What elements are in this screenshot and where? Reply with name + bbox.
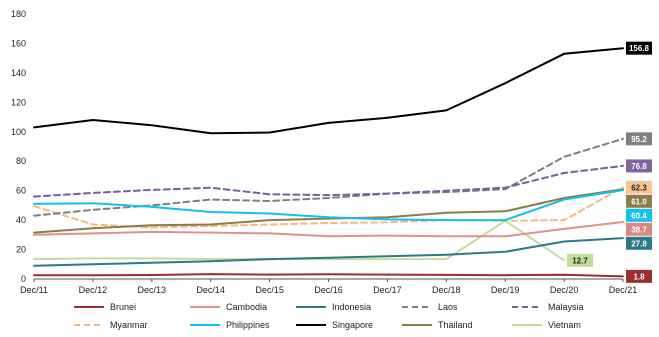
end-label-malaysia: 76.8 <box>626 159 652 173</box>
end-label-badge <box>626 180 652 194</box>
legend-label: Brunei <box>110 302 136 312</box>
end-label-thailand: 61.0 <box>626 194 652 208</box>
end-label-badge <box>626 208 652 222</box>
end-label-badge <box>626 269 652 283</box>
legend-label: Myanmar <box>110 320 148 330</box>
x-tick-label: Dec/17 <box>373 285 402 295</box>
end-label-indonesia: 27.8 <box>626 236 652 250</box>
series-line-thailand <box>33 188 624 234</box>
series-line-malaysia <box>33 164 624 198</box>
legend-label: Cambodia <box>226 302 267 312</box>
x-tick-label: Dec/14 <box>196 285 225 295</box>
end-label-badge <box>567 253 594 267</box>
series-line-brunei <box>33 273 624 278</box>
end-label-brunei: 1.8 <box>626 269 652 283</box>
end-label-value: 95.2 <box>631 135 647 144</box>
end-label-value: 156.8 <box>629 44 650 53</box>
end-labels: 156.8 95.2 76.8 62.3 61.0 60.4 38.7 27.8 12.7 1.8 <box>567 41 652 283</box>
end-label-vietnam: 12.7 <box>567 253 594 267</box>
y-tick-label: 120 <box>11 97 26 107</box>
y-tick-label: 100 <box>11 127 26 137</box>
y-tick-label: 180 <box>11 9 26 19</box>
x-tick-label: Dec/20 <box>550 285 579 295</box>
y-tick-label: 0 <box>21 274 26 284</box>
legend-item-myanmar: Myanmar <box>74 320 148 330</box>
end-label-value: 12.7 <box>572 256 588 265</box>
end-label-myanmar: 62.3 <box>626 180 652 194</box>
series-line-cambodia <box>33 221 624 238</box>
series-line-myanmar <box>33 186 624 229</box>
legend-item-thailand: Thailand <box>402 320 473 330</box>
end-label-philippines: 60.4 <box>626 208 652 222</box>
y-tick-label: 80 <box>16 156 26 166</box>
y-tick-label: 160 <box>11 38 26 48</box>
legend-label: Philippines <box>226 320 270 330</box>
end-label-cambodia: 38.7 <box>626 222 652 236</box>
end-label-badge <box>626 222 652 236</box>
end-label-value: 60.4 <box>631 211 647 220</box>
x-tick-label: Dec/19 <box>491 285 520 295</box>
end-label-value: 27.8 <box>631 239 647 248</box>
end-label-badge <box>626 159 652 173</box>
legend-item-malaysia: Malaysia <box>512 302 584 312</box>
end-label-badge <box>626 194 652 208</box>
legend-item-indonesia: Indonesia <box>296 302 371 312</box>
series-lines <box>33 47 624 278</box>
y-tick-label: 60 <box>16 186 26 196</box>
legend-item-brunei: Brunei <box>74 302 136 312</box>
x-tick-label: Dec/18 <box>432 285 461 295</box>
legend-label: Vietnam <box>548 320 581 330</box>
y-tick-label: 140 <box>11 68 26 78</box>
legend-label: Indonesia <box>332 302 371 312</box>
x-tick-label: Dec/13 <box>138 285 167 295</box>
legend-label: Malaysia <box>548 302 584 312</box>
series-line-philippines <box>33 189 624 222</box>
legend-item-philippines: Philippines <box>190 320 270 330</box>
y-tick-label: 40 <box>16 215 26 225</box>
end-label-badge <box>626 41 652 55</box>
series-line-singapore <box>33 47 624 135</box>
end-label-badge <box>626 132 652 146</box>
end-label-badge <box>626 236 652 250</box>
x-axis: Dec/11 Dec/12 Dec/13 Dec/14 Dec/15 Dec/16 Dec/… <box>20 278 638 295</box>
series-line-laos <box>33 137 624 217</box>
end-label-value: 1.8 <box>633 272 645 281</box>
x-tick-label: Dec/21 <box>609 285 638 295</box>
legend-item-cambodia: Cambodia <box>190 302 267 312</box>
end-label-value: 38.7 <box>631 225 647 234</box>
end-label-laos: 95.2 <box>626 132 652 146</box>
y-axis: 0 20 40 60 80 100 120 140 160 180 <box>11 9 26 284</box>
series-line-indonesia <box>33 237 624 267</box>
legend-item-vietnam: Vietnam <box>512 320 581 330</box>
x-tick-label: Dec/15 <box>255 285 284 295</box>
legend-item-laos: Laos <box>402 302 458 312</box>
x-tick-label: Dec/11 <box>20 285 48 295</box>
y-tick-label: 20 <box>16 245 26 255</box>
legend-item-singapore: Singapore <box>296 320 373 330</box>
x-tick-label: Dec/12 <box>79 285 108 295</box>
x-tick-label: Dec/16 <box>314 285 343 295</box>
legend-label: Singapore <box>332 320 373 330</box>
end-label-value: 61.0 <box>631 197 647 206</box>
end-label-value: 76.8 <box>631 162 647 171</box>
end-label-singapore: 156.8 <box>626 41 652 55</box>
end-label-value: 62.3 <box>631 183 647 192</box>
legend-label: Thailand <box>438 320 473 330</box>
legend: Brunei Cambodia Indonesia Laos Malaysia Myanm… <box>74 302 584 330</box>
legend-label: Laos <box>438 302 458 312</box>
